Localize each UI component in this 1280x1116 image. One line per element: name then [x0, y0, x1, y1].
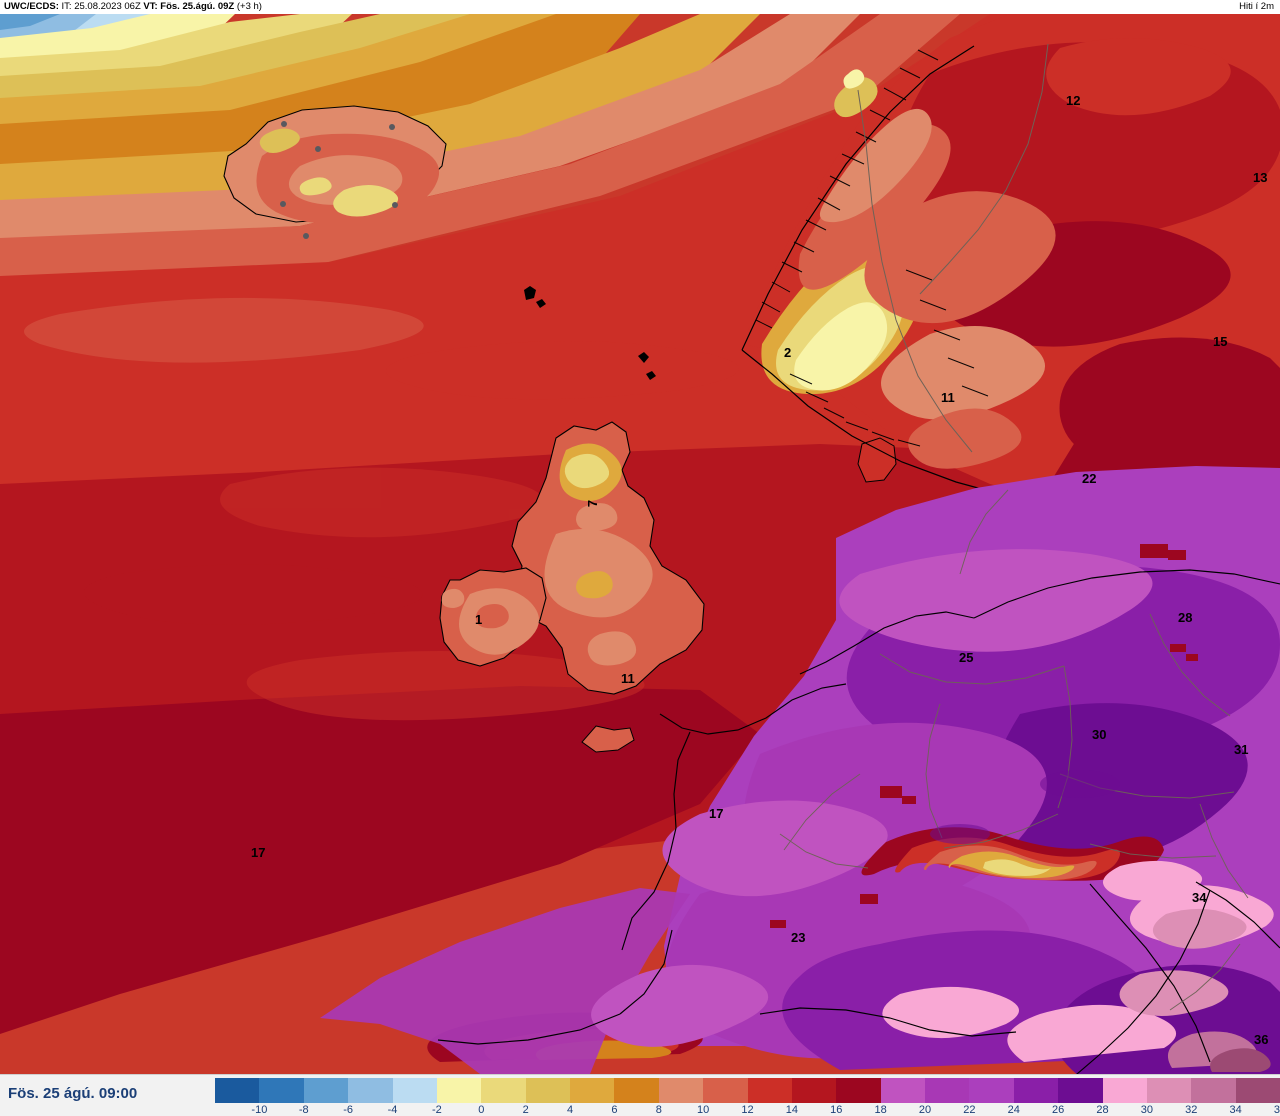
contour-label: 31 — [1234, 742, 1249, 757]
colorbar-swatch — [969, 1078, 1015, 1103]
colorbar-swatch — [614, 1078, 660, 1103]
map-canvas — [0, 14, 1280, 1074]
colorbar-swatch — [215, 1078, 260, 1103]
init-time-value: 25.08.2023 06Z — [74, 1, 141, 12]
country-borders — [779, 489, 1249, 1011]
colorbar-swatch — [1058, 1078, 1104, 1103]
contour-label: 34 — [1192, 890, 1207, 905]
iceland-shape — [223, 105, 447, 239]
colorbar-swatch — [303, 1078, 349, 1103]
contour-label: 2 — [784, 345, 792, 360]
colorbar-swatch — [348, 1078, 394, 1103]
colorbar-swatch — [1146, 1078, 1192, 1103]
colorbar-swatch — [747, 1078, 793, 1103]
model-name: UWC/ECDS: — [4, 1, 59, 12]
contour-label: 15 — [1213, 334, 1228, 349]
contour-label: 23 — [791, 930, 806, 945]
coastlines — [437, 569, 1280, 1074]
contour-label: 12 — [1066, 93, 1081, 108]
temperature-map[interactable]: 12 13 15 2 11 7 22 1 28 25 11 30 31 17 1… — [0, 14, 1280, 1074]
map-header: UWC/ECDS: IT: 25.08.2023 06Z VT: Fös. 25… — [0, 0, 1280, 14]
contour-label: 11 — [621, 671, 635, 686]
colorbar-swatch — [436, 1078, 482, 1103]
contour-label: 28 — [1178, 610, 1193, 625]
contour-label: 30 — [1092, 727, 1107, 742]
colorbar-swatch — [880, 1078, 926, 1103]
colorbar-swatch — [570, 1078, 615, 1103]
contour-label: 36 — [1254, 1032, 1269, 1047]
valid-time-label: VT: — [143, 1, 158, 12]
faroe-islands — [524, 286, 656, 380]
contour-label: 1 — [475, 612, 483, 627]
colorbar-swatch — [1191, 1078, 1237, 1103]
parameter-title: Hiti í 2m — [1239, 1, 1274, 12]
colorbar-swatch — [392, 1078, 438, 1103]
header-run-info: UWC/ECDS: IT: 25.08.2023 06Z VT: Fös. 25… — [4, 1, 262, 13]
temperature-colorbar[interactable] — [215, 1078, 1280, 1103]
scandinavia — [741, 14, 1280, 508]
contour-label: 17 — [251, 845, 266, 860]
colorbar-swatch — [925, 1078, 970, 1103]
contour-label: 7 — [585, 499, 601, 508]
valid-time-readout: Fös. 25 ágú. 09:00 — [8, 1085, 138, 1102]
colorbar-swatch — [1013, 1078, 1059, 1103]
contour-label: 11 — [941, 390, 955, 405]
alps — [770, 544, 1198, 928]
colorbar-swatch — [703, 1078, 749, 1103]
colorbar-swatch — [525, 1078, 571, 1103]
valid-time-value: Fös. 25.ágú. 09Z — [160, 1, 235, 12]
colorbar-swatch — [658, 1078, 704, 1103]
contour-label: 17 — [709, 806, 724, 821]
colorbar-swatch — [1235, 1078, 1280, 1103]
british-isles — [439, 421, 705, 753]
colorbar-swatch — [259, 1078, 305, 1103]
colorbar-swatch — [1102, 1078, 1148, 1103]
contour-label: 22 — [1082, 471, 1097, 486]
colorbar-swatch — [836, 1078, 882, 1103]
contour-label: 25 — [959, 650, 974, 665]
colorbar-swatch — [791, 1078, 837, 1103]
lead-time: (+3 h) — [236, 1, 262, 12]
colorbar-swatch — [481, 1078, 527, 1103]
contour-label: 13 — [1253, 170, 1268, 185]
init-time-label: IT: — [61, 1, 72, 12]
